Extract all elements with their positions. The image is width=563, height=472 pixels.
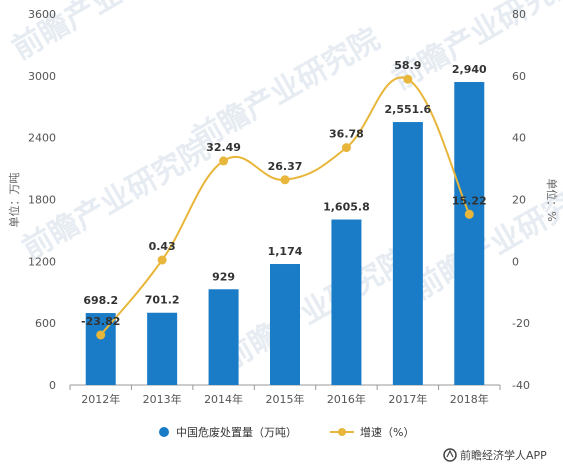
y-tick-label: 1800 <box>28 194 56 207</box>
watermark-text: 前瞻产业研究院 <box>217 242 416 377</box>
growth-value-label: 32.49 <box>206 141 241 154</box>
x-tick-label: 2014年 <box>204 392 243 406</box>
bar-value-label: 929 <box>212 270 235 283</box>
watermark-text: 前瞻产业研究院 <box>407 172 563 307</box>
growth-point <box>219 156 228 165</box>
y-tick-label: 3600 <box>28 8 56 21</box>
y2-tick-label: -20 <box>512 317 530 330</box>
growth-point <box>465 210 474 219</box>
y2-tick-label: 40 <box>512 132 526 145</box>
bar <box>270 264 300 385</box>
growth-point <box>403 75 412 84</box>
bar <box>147 313 177 385</box>
bar-value-label: 1,174 <box>268 245 303 258</box>
x-tick-label: 2016年 <box>327 392 366 406</box>
legend-line-dot <box>338 428 346 436</box>
legend: 中国危废处置量（万吨） 增速（%） <box>159 425 414 439</box>
bar <box>331 220 361 385</box>
x-tick-label: 2017年 <box>388 392 427 406</box>
growth-value-label: 36.78 <box>329 128 364 141</box>
bar-value-label: 701.2 <box>145 294 180 307</box>
bar <box>393 122 423 385</box>
bar-value-label: 2,940 <box>452 63 487 76</box>
growth-point <box>281 175 290 184</box>
growth-point <box>96 330 105 339</box>
bars-layer <box>86 82 485 385</box>
y-tick-label: 2400 <box>28 132 56 145</box>
x-tick-label: 2013年 <box>143 392 182 406</box>
x-tick-label: 2012年 <box>81 392 120 406</box>
bar-value-label: 2,551.6 <box>385 103 432 116</box>
y-tick-label: 3000 <box>28 70 56 83</box>
x-tick-label: 2015年 <box>266 392 305 406</box>
y-tick-label: 0 <box>49 379 56 392</box>
growth-value-label: 58.9 <box>394 59 421 72</box>
y-axis-title: 单位：万吨 <box>7 173 21 228</box>
y-tick-label: 600 <box>35 317 56 330</box>
growth-point <box>342 143 351 152</box>
y2-tick-label: 20 <box>512 194 526 207</box>
legend-bar-marker <box>159 427 169 437</box>
y2-tick-label: -40 <box>512 379 530 392</box>
y2-tick-label: 0 <box>512 255 519 268</box>
legend-bar-label: 中国危废处置量（万吨） <box>176 425 297 439</box>
bar <box>209 289 239 385</box>
legend-line-label: 增速（%） <box>360 425 414 439</box>
bar-value-label: 698.2 <box>83 294 118 307</box>
y2-axis-title: 单位：% <box>545 178 559 221</box>
growth-point <box>158 256 167 265</box>
x-tick-label: 2018年 <box>450 392 489 406</box>
growth-value-label: 0.43 <box>149 240 176 253</box>
growth-value-label: 26.37 <box>268 160 303 173</box>
source-text: 前瞻经济学人APP <box>460 448 547 462</box>
y2-tick-label: 60 <box>512 70 526 83</box>
source-logo-mark <box>447 451 453 457</box>
bar <box>454 82 484 385</box>
y2-tick-label: 80 <box>512 8 526 21</box>
bar-value-label: 1,605.8 <box>323 201 370 214</box>
growth-value-label: -23.82 <box>81 315 120 328</box>
growth-value-label: 15.22 <box>452 194 487 207</box>
y-tick-label: 1200 <box>28 255 56 268</box>
source-credit: 前瞻经济学人APP <box>444 448 547 462</box>
